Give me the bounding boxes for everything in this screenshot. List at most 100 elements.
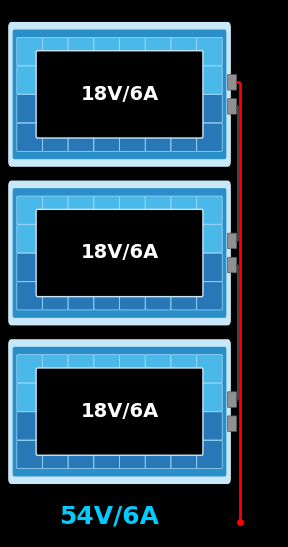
FancyBboxPatch shape [120, 253, 145, 281]
FancyBboxPatch shape [43, 440, 68, 469]
FancyBboxPatch shape [68, 412, 94, 440]
FancyBboxPatch shape [145, 253, 171, 281]
FancyBboxPatch shape [68, 282, 94, 310]
FancyBboxPatch shape [171, 440, 196, 469]
FancyBboxPatch shape [68, 225, 94, 253]
FancyBboxPatch shape [145, 412, 171, 440]
FancyBboxPatch shape [68, 354, 94, 383]
FancyBboxPatch shape [17, 196, 42, 224]
FancyBboxPatch shape [228, 74, 237, 90]
FancyBboxPatch shape [197, 225, 222, 253]
FancyBboxPatch shape [197, 196, 222, 224]
FancyBboxPatch shape [171, 225, 196, 253]
FancyBboxPatch shape [17, 354, 42, 383]
FancyBboxPatch shape [36, 368, 203, 455]
FancyBboxPatch shape [9, 340, 230, 483]
FancyBboxPatch shape [120, 66, 145, 94]
FancyBboxPatch shape [94, 354, 120, 383]
FancyBboxPatch shape [145, 37, 171, 66]
FancyBboxPatch shape [43, 383, 68, 411]
FancyBboxPatch shape [68, 37, 94, 66]
Text: 54V/6A: 54V/6A [59, 505, 160, 529]
FancyBboxPatch shape [197, 66, 222, 94]
FancyBboxPatch shape [228, 233, 237, 249]
FancyBboxPatch shape [68, 123, 94, 152]
FancyBboxPatch shape [197, 37, 222, 66]
FancyBboxPatch shape [17, 66, 42, 94]
FancyBboxPatch shape [43, 66, 68, 94]
FancyBboxPatch shape [145, 95, 171, 123]
FancyBboxPatch shape [17, 37, 42, 66]
FancyBboxPatch shape [94, 196, 120, 224]
FancyBboxPatch shape [43, 225, 68, 253]
FancyBboxPatch shape [43, 123, 68, 152]
FancyBboxPatch shape [171, 412, 196, 440]
FancyBboxPatch shape [197, 95, 222, 123]
FancyBboxPatch shape [197, 123, 222, 152]
FancyBboxPatch shape [43, 354, 68, 383]
FancyBboxPatch shape [17, 123, 42, 152]
FancyBboxPatch shape [120, 37, 145, 66]
FancyBboxPatch shape [145, 123, 171, 152]
FancyBboxPatch shape [17, 95, 42, 123]
FancyBboxPatch shape [120, 95, 145, 123]
FancyBboxPatch shape [68, 95, 94, 123]
FancyBboxPatch shape [17, 412, 42, 440]
FancyBboxPatch shape [68, 253, 94, 281]
FancyBboxPatch shape [197, 354, 222, 383]
FancyBboxPatch shape [17, 282, 42, 310]
FancyBboxPatch shape [94, 412, 120, 440]
FancyBboxPatch shape [197, 282, 222, 310]
FancyBboxPatch shape [43, 95, 68, 123]
FancyBboxPatch shape [68, 440, 94, 469]
FancyBboxPatch shape [171, 66, 196, 94]
FancyBboxPatch shape [17, 383, 42, 411]
FancyBboxPatch shape [43, 196, 68, 224]
FancyBboxPatch shape [94, 95, 120, 123]
FancyBboxPatch shape [171, 282, 196, 310]
FancyBboxPatch shape [9, 23, 230, 166]
FancyBboxPatch shape [145, 225, 171, 253]
FancyBboxPatch shape [197, 440, 222, 469]
FancyBboxPatch shape [145, 440, 171, 469]
FancyBboxPatch shape [228, 257, 237, 273]
FancyBboxPatch shape [94, 383, 120, 411]
FancyBboxPatch shape [197, 253, 222, 281]
FancyBboxPatch shape [94, 123, 120, 152]
FancyBboxPatch shape [120, 354, 145, 383]
FancyBboxPatch shape [228, 416, 237, 432]
FancyBboxPatch shape [17, 253, 42, 281]
FancyBboxPatch shape [94, 225, 120, 253]
FancyBboxPatch shape [94, 37, 120, 66]
FancyBboxPatch shape [94, 282, 120, 310]
FancyBboxPatch shape [171, 383, 196, 411]
FancyBboxPatch shape [68, 66, 94, 94]
FancyBboxPatch shape [36, 51, 203, 138]
FancyBboxPatch shape [9, 182, 230, 324]
FancyBboxPatch shape [43, 253, 68, 281]
FancyBboxPatch shape [13, 188, 226, 318]
FancyBboxPatch shape [228, 98, 237, 114]
FancyBboxPatch shape [228, 392, 237, 408]
FancyBboxPatch shape [94, 440, 120, 469]
FancyBboxPatch shape [17, 440, 42, 469]
FancyBboxPatch shape [197, 412, 222, 440]
FancyBboxPatch shape [13, 347, 226, 476]
Text: 18V/6A: 18V/6A [80, 85, 159, 104]
FancyBboxPatch shape [120, 282, 145, 310]
FancyBboxPatch shape [68, 383, 94, 411]
FancyBboxPatch shape [68, 196, 94, 224]
FancyBboxPatch shape [43, 412, 68, 440]
FancyBboxPatch shape [197, 383, 222, 411]
FancyBboxPatch shape [145, 383, 171, 411]
FancyBboxPatch shape [120, 440, 145, 469]
FancyBboxPatch shape [120, 196, 145, 224]
FancyBboxPatch shape [36, 210, 203, 296]
FancyBboxPatch shape [17, 225, 42, 253]
FancyBboxPatch shape [145, 66, 171, 94]
FancyBboxPatch shape [94, 253, 120, 281]
FancyBboxPatch shape [145, 196, 171, 224]
FancyBboxPatch shape [120, 383, 145, 411]
FancyBboxPatch shape [145, 354, 171, 383]
FancyBboxPatch shape [120, 225, 145, 253]
